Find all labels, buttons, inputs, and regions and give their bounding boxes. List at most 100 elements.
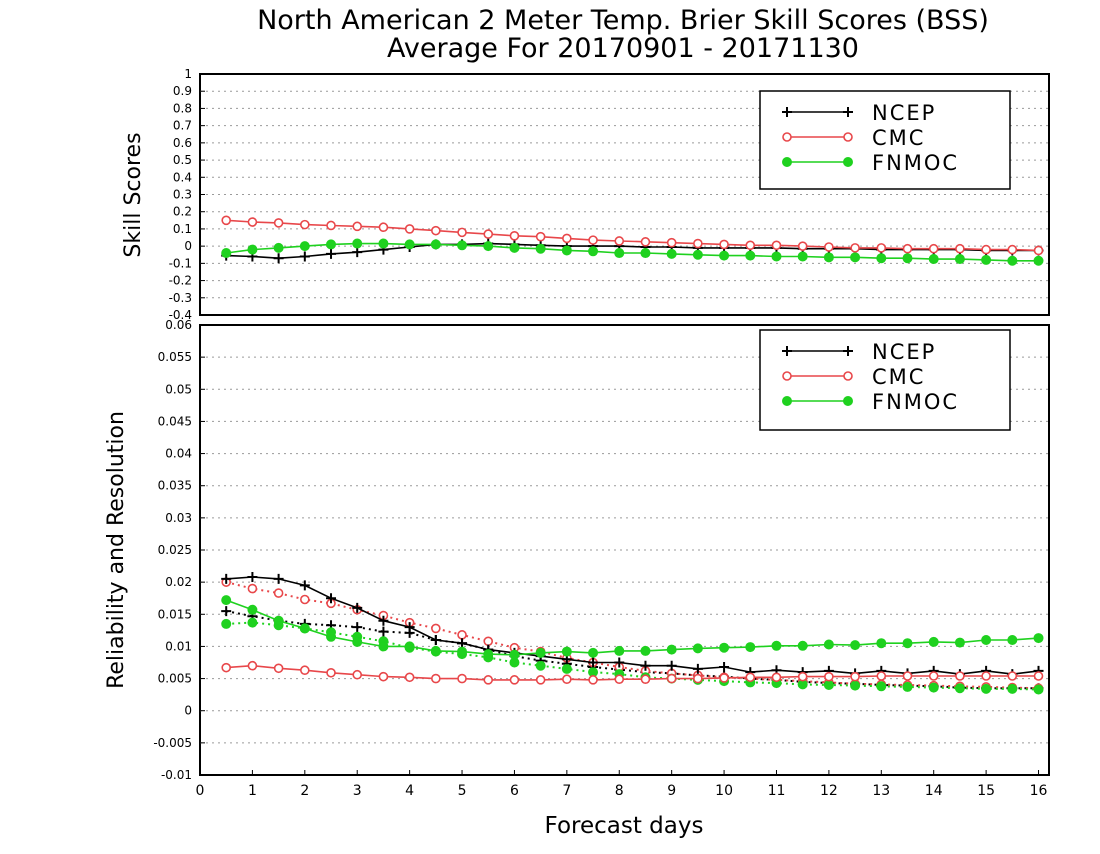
data-point bbox=[562, 674, 572, 685]
y-tick-label: -0.1 bbox=[169, 256, 192, 270]
data-point bbox=[509, 231, 520, 241]
data-point bbox=[588, 246, 599, 257]
data-point bbox=[719, 642, 730, 653]
y-tick-label: 0.5 bbox=[173, 153, 192, 167]
data-point bbox=[378, 671, 389, 682]
data-point bbox=[824, 671, 834, 682]
legend-label: CMC bbox=[872, 126, 925, 150]
data-point bbox=[378, 238, 389, 249]
x-tick-label: 7 bbox=[562, 783, 571, 799]
data-point bbox=[378, 641, 389, 652]
data-point bbox=[955, 243, 965, 254]
data-point bbox=[430, 239, 441, 250]
chart-title-line1: North American 2 Meter Temp. Brier Skill… bbox=[257, 5, 989, 36]
data-point bbox=[981, 254, 992, 265]
data-point bbox=[876, 638, 887, 649]
data-point bbox=[378, 222, 389, 233]
data-point bbox=[352, 636, 363, 647]
data-point bbox=[902, 671, 913, 681]
reliability-resolution-panel: 0.060.0550.050.0450.040.0350.030.0250.02… bbox=[104, 318, 1050, 839]
data-point bbox=[326, 593, 337, 604]
data-point bbox=[666, 660, 677, 671]
data-point bbox=[562, 233, 572, 244]
top-y-axis-label: Skill Scores bbox=[121, 132, 146, 257]
data-point bbox=[561, 646, 572, 657]
data-point bbox=[404, 622, 415, 633]
legend-label: NCEP bbox=[872, 101, 936, 125]
data-point bbox=[666, 248, 677, 259]
legend-marker bbox=[782, 346, 792, 356]
x-tick-label: 1 bbox=[248, 783, 257, 799]
legend-marker bbox=[843, 396, 853, 406]
legend-item-fnmoc: FNMOC bbox=[782, 151, 957, 175]
data-point bbox=[273, 588, 284, 598]
data-point bbox=[614, 645, 625, 656]
data-point bbox=[745, 672, 756, 683]
data-point bbox=[535, 647, 546, 658]
data-point bbox=[640, 248, 651, 259]
y-tick-label: -0.4 bbox=[169, 308, 192, 322]
data-point bbox=[535, 243, 546, 254]
data-point bbox=[483, 229, 494, 239]
data-point bbox=[850, 640, 861, 651]
data-point bbox=[640, 237, 651, 247]
legend-item-ncep: NCEP bbox=[782, 340, 934, 364]
y-tick-label: 0 bbox=[184, 704, 192, 718]
data-point bbox=[823, 639, 834, 650]
data-point bbox=[1007, 244, 1018, 255]
x-tick-label: 11 bbox=[768, 783, 786, 799]
data-point bbox=[221, 606, 232, 617]
data-point bbox=[719, 239, 729, 250]
data-point bbox=[352, 622, 363, 633]
y-tick-label: -0.01 bbox=[161, 768, 192, 782]
data-point bbox=[981, 635, 992, 645]
x-tick-label: 9 bbox=[667, 783, 676, 799]
series-line bbox=[226, 576, 1039, 675]
data-point bbox=[1007, 683, 1018, 694]
data-point bbox=[692, 663, 703, 674]
data-point bbox=[719, 662, 730, 672]
data-point bbox=[981, 683, 992, 694]
data-point bbox=[692, 643, 703, 654]
data-point bbox=[745, 240, 756, 251]
y-tick-label: 0.015 bbox=[158, 607, 192, 621]
x-tick-label: 3 bbox=[353, 783, 362, 799]
legend-marker bbox=[843, 107, 853, 117]
data-point bbox=[797, 640, 808, 651]
data-point bbox=[771, 251, 782, 262]
data-point bbox=[1033, 245, 1044, 256]
data-point bbox=[457, 227, 467, 238]
y-tick-label: -0.3 bbox=[169, 291, 192, 305]
legend-marker bbox=[782, 396, 792, 406]
data-point bbox=[954, 683, 965, 694]
data-point bbox=[771, 672, 782, 683]
data-point bbox=[928, 254, 939, 265]
data-point bbox=[221, 215, 232, 226]
data-point bbox=[509, 675, 520, 685]
x-tick-label: 15 bbox=[977, 783, 995, 799]
data-point bbox=[666, 644, 677, 655]
data-point bbox=[1033, 671, 1044, 681]
data-point bbox=[483, 636, 494, 647]
data-point bbox=[745, 250, 756, 261]
data-point bbox=[457, 646, 468, 657]
data-point bbox=[955, 671, 965, 681]
series-ncep bbox=[221, 572, 1044, 680]
data-point bbox=[457, 240, 468, 251]
x-tick-label: 8 bbox=[615, 783, 624, 799]
data-point bbox=[352, 238, 363, 249]
y-tick-label: 0.045 bbox=[158, 414, 192, 428]
data-point bbox=[247, 583, 258, 594]
data-point bbox=[273, 253, 284, 264]
data-point bbox=[404, 672, 415, 683]
legend-item-cmc: CMC bbox=[782, 126, 925, 150]
data-point bbox=[614, 248, 625, 259]
data-point bbox=[247, 660, 258, 671]
data-point bbox=[483, 241, 494, 252]
legend-item-cmc: CMC bbox=[782, 365, 923, 389]
y-tick-label: 0.9 bbox=[173, 84, 192, 98]
data-point bbox=[431, 225, 441, 236]
data-point bbox=[352, 221, 363, 232]
data-point bbox=[457, 630, 467, 640]
